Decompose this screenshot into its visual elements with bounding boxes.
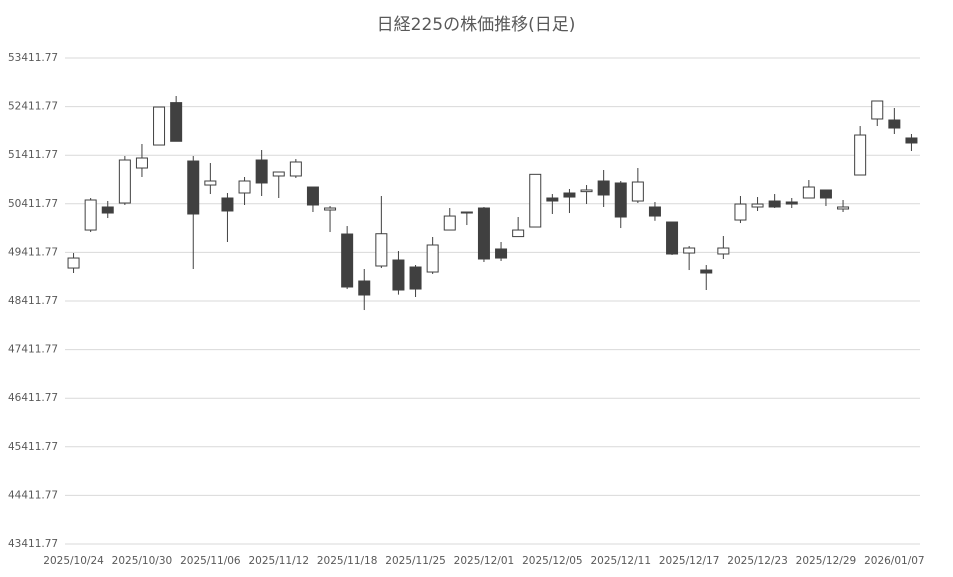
candle-body xyxy=(255,159,268,184)
x-tick-label: 2025/10/24 xyxy=(43,555,104,567)
candle-body xyxy=(409,266,422,290)
candle-body xyxy=(546,197,559,202)
y-tick-label: 44411.77 xyxy=(8,489,58,501)
candle-body xyxy=(700,269,713,274)
candle-body xyxy=(221,197,234,212)
y-tick-label: 45411.77 xyxy=(8,441,58,453)
candle-body xyxy=(306,186,319,206)
candle-body xyxy=(426,244,439,273)
candle-body xyxy=(631,181,644,202)
candle-body xyxy=(768,200,781,208)
x-tick-label: 2025/11/25 xyxy=(385,555,446,567)
candle-body xyxy=(666,221,679,255)
candle-body xyxy=(375,233,388,267)
candle-body xyxy=(597,180,610,196)
candle-body xyxy=(118,159,131,204)
y-tick-label: 46411.77 xyxy=(8,392,58,404)
x-tick-label: 2025/12/11 xyxy=(590,555,651,567)
candle-body xyxy=(84,199,97,231)
candle-body xyxy=(187,160,200,215)
candle-body xyxy=(460,211,473,214)
candle-body xyxy=(512,229,525,238)
x-tick-label: 2025/12/05 xyxy=(522,555,583,567)
candle-body xyxy=(392,259,405,291)
candle-body xyxy=(289,161,302,177)
candle-body xyxy=(905,137,918,144)
candle-body xyxy=(101,206,114,214)
x-tick-label: 2025/12/01 xyxy=(454,555,515,567)
candle-body xyxy=(272,171,285,177)
y-tick-label: 51411.77 xyxy=(8,149,58,161)
y-tick-label: 53411.77 xyxy=(8,52,58,64)
y-tick-label: 49411.77 xyxy=(8,246,58,258)
candle-body xyxy=(477,207,490,260)
candle-body xyxy=(358,280,371,296)
chart-title: 日経225の株価推移(日足) xyxy=(377,15,576,35)
y-tick-label: 43411.77 xyxy=(8,538,58,550)
candle-body xyxy=(785,201,798,205)
x-tick-label: 2025/12/29 xyxy=(796,555,857,567)
candle-body xyxy=(802,186,815,199)
x-tick-label: 2025/12/17 xyxy=(659,555,720,567)
candle-body xyxy=(67,257,80,269)
candle-body xyxy=(871,100,884,120)
x-tick-label: 2025/10/30 xyxy=(112,555,173,567)
candle-body xyxy=(648,206,661,217)
x-tick-label: 2025/11/18 xyxy=(317,555,378,567)
candle-body xyxy=(580,189,593,193)
candle-body xyxy=(717,247,730,255)
candle-body xyxy=(854,134,867,176)
candle-body xyxy=(135,157,148,169)
candle-body xyxy=(529,173,542,228)
x-tick-label: 2025/11/12 xyxy=(248,555,309,567)
candle-body xyxy=(341,233,354,288)
candle-body xyxy=(563,192,576,198)
candle-body xyxy=(614,182,627,218)
x-tick-label: 2026/01/07 xyxy=(864,555,925,567)
y-tick-label: 50411.77 xyxy=(8,198,58,210)
candle-body xyxy=(153,106,166,146)
x-tick-label: 2025/12/23 xyxy=(727,555,788,567)
candle-body xyxy=(837,206,850,210)
y-tick-label: 52411.77 xyxy=(8,101,58,113)
y-tick-label: 48411.77 xyxy=(8,295,58,307)
candle-body xyxy=(170,102,183,142)
candle-body xyxy=(495,248,508,259)
candle-body xyxy=(751,203,764,208)
candle-body xyxy=(443,215,456,231)
candle-body xyxy=(819,189,832,199)
candle-body xyxy=(238,180,251,194)
candle-body xyxy=(734,203,747,221)
y-tick-label: 47411.77 xyxy=(8,344,58,356)
x-tick-label: 2025/11/06 xyxy=(180,555,241,567)
candle-body xyxy=(888,119,901,129)
candle-body xyxy=(204,180,217,186)
candle-body xyxy=(683,247,696,254)
candle-body xyxy=(324,207,337,211)
